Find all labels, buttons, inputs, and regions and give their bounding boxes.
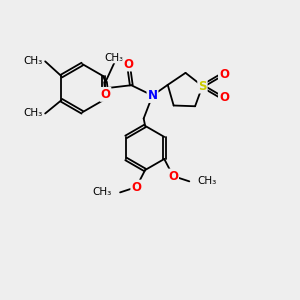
Text: CH₃: CH₃	[105, 53, 124, 63]
Text: CH₃: CH₃	[93, 188, 112, 197]
Text: O: O	[123, 58, 134, 70]
Text: O: O	[219, 68, 229, 81]
Text: S: S	[198, 80, 207, 93]
Text: CH₃: CH₃	[23, 109, 42, 118]
Text: CH₃: CH₃	[23, 56, 42, 66]
Text: O: O	[219, 91, 229, 104]
Text: CH₃: CH₃	[197, 176, 217, 186]
Text: O: O	[100, 88, 110, 101]
Text: N: N	[148, 89, 158, 102]
Text: O: O	[131, 181, 141, 194]
Text: O: O	[168, 169, 178, 183]
